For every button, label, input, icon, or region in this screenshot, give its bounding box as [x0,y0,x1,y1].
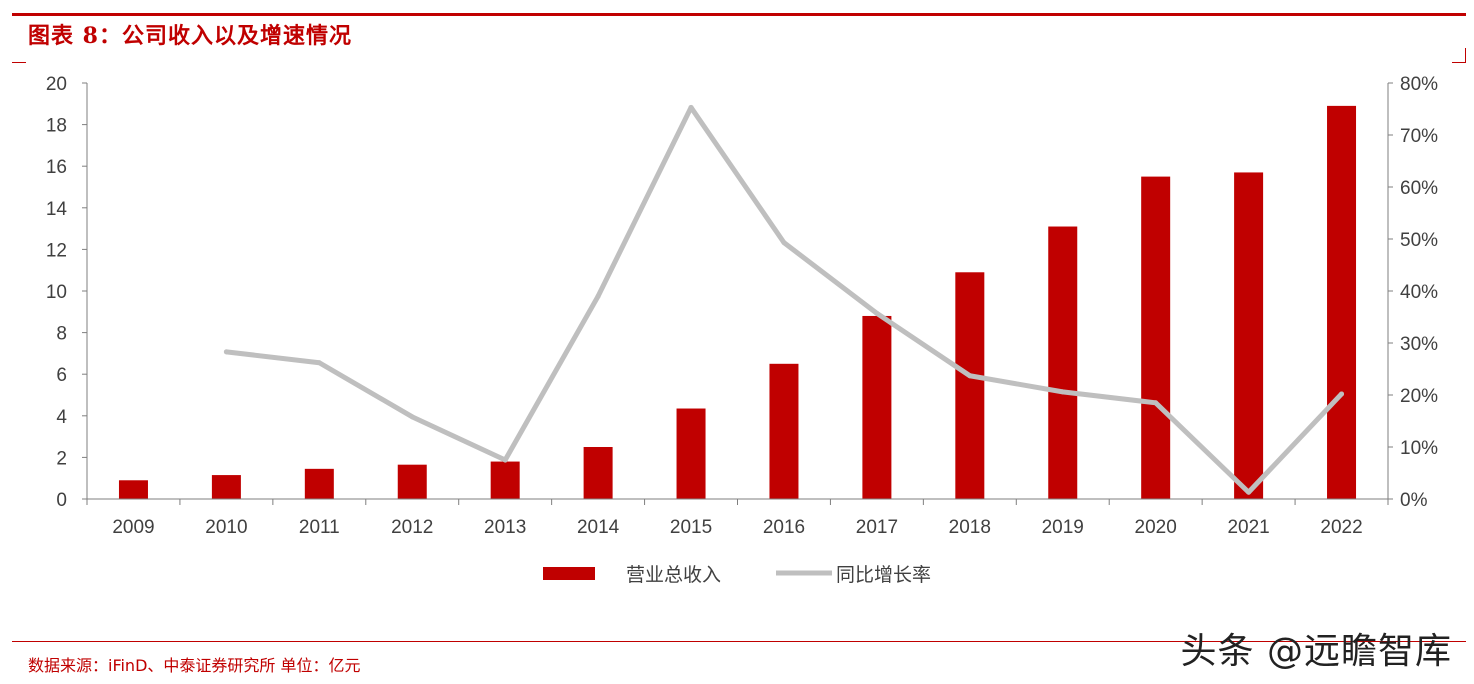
y2-tick-label: 60% [1400,178,1438,199]
y2-tick-label: 50% [1400,230,1438,251]
y2-tick-label: 0% [1400,490,1428,511]
y-tick-label: 0 [56,490,67,511]
y-tick-label: 6 [56,365,67,386]
y2-tick-label: 10% [1400,438,1438,459]
x-tick-label: 2022 [1320,517,1362,538]
bar [1327,105,1357,499]
watermark: 头条 @远瞻智库 [1180,631,1452,672]
bar [862,315,892,499]
x-tick-label: 2019 [1042,517,1084,538]
x-tick-label: 2013 [484,517,526,538]
top-rule [12,13,1466,16]
bar [397,464,427,499]
x-tick-label: 2012 [391,517,433,538]
bar [1141,176,1171,499]
axes: 0 2 4 6 8 10 12 14 16 18 20 0% 10% 20% 30% 40% 50% 60% 70%… [46,74,1438,538]
y-tick-label: 4 [56,407,67,428]
line-point [409,414,415,420]
line-point [688,104,694,110]
x-tick-label: 2010 [205,517,247,538]
line-point [1339,391,1345,397]
bar [955,272,985,499]
corner-mark-tl-h [12,62,26,63]
legend-label-growth: 同比增长率 [836,564,931,586]
corner-mark-tr-v [1465,48,1466,63]
corner-mark-tr-h [1452,62,1466,63]
bar [1048,226,1078,499]
line-point [595,293,601,299]
source-note: 数据来源：iFinD、中泰证券研究所 单位：亿元 [28,656,361,675]
bar [583,447,613,499]
bar [118,480,148,499]
y-tick-label: 16 [46,157,67,178]
y2-tick-label: 30% [1400,334,1438,355]
x-tick-label: 2011 [299,517,340,538]
x-tick-label: 2016 [763,517,805,538]
x-tick-label: 2017 [856,517,898,538]
figure-title: 图表 8：公司收入以及增速情况 [28,23,352,49]
y-tick-label: 12 [46,240,67,261]
line-series [223,104,1345,495]
y-tick-label: 20 [46,74,67,95]
line-point [502,457,508,463]
y-tick-label: 2 [56,448,67,469]
line-point [874,310,880,316]
line-point [1246,489,1252,495]
legend: 营业总收入 同比增长率 [543,564,931,586]
x-tick-label: 2018 [949,517,991,538]
bar [1234,172,1264,499]
bar [490,461,520,499]
line-point [1060,389,1066,395]
y-tick-label: 10 [46,282,67,303]
legend-swatch-bar [543,567,595,580]
line-point [223,349,229,355]
y2-tick-label: 40% [1400,282,1438,303]
bottom-rule [12,641,1466,642]
line-point [967,373,973,379]
x-tick-label: 2021 [1227,517,1269,538]
x-tick-label: 2020 [1135,517,1177,538]
y2-tick-label: 20% [1400,386,1438,407]
line-point [316,360,322,366]
line-point [1153,400,1159,406]
bar [676,408,706,499]
revenue-growth-chart: 0 2 4 6 8 10 12 14 16 18 20 0% 10% 20% 30% 40% 50% 60% 70%… [46,74,1438,586]
x-tick-label: 2009 [112,517,154,538]
bar-series [118,105,1357,499]
y2-tick-label: 70% [1400,126,1438,147]
x-tick-label: 2015 [670,517,712,538]
y-tick-label: 14 [46,199,68,220]
legend-label-revenue: 营业总收入 [626,564,721,586]
bar [211,475,241,499]
x-tick-label: 2014 [577,517,620,538]
y2-tick-label: 80% [1400,74,1438,95]
line-point [781,240,787,246]
y-tick-label: 18 [46,116,67,137]
bar [769,363,799,499]
bar [304,468,334,499]
y-tick-label: 8 [56,324,67,345]
